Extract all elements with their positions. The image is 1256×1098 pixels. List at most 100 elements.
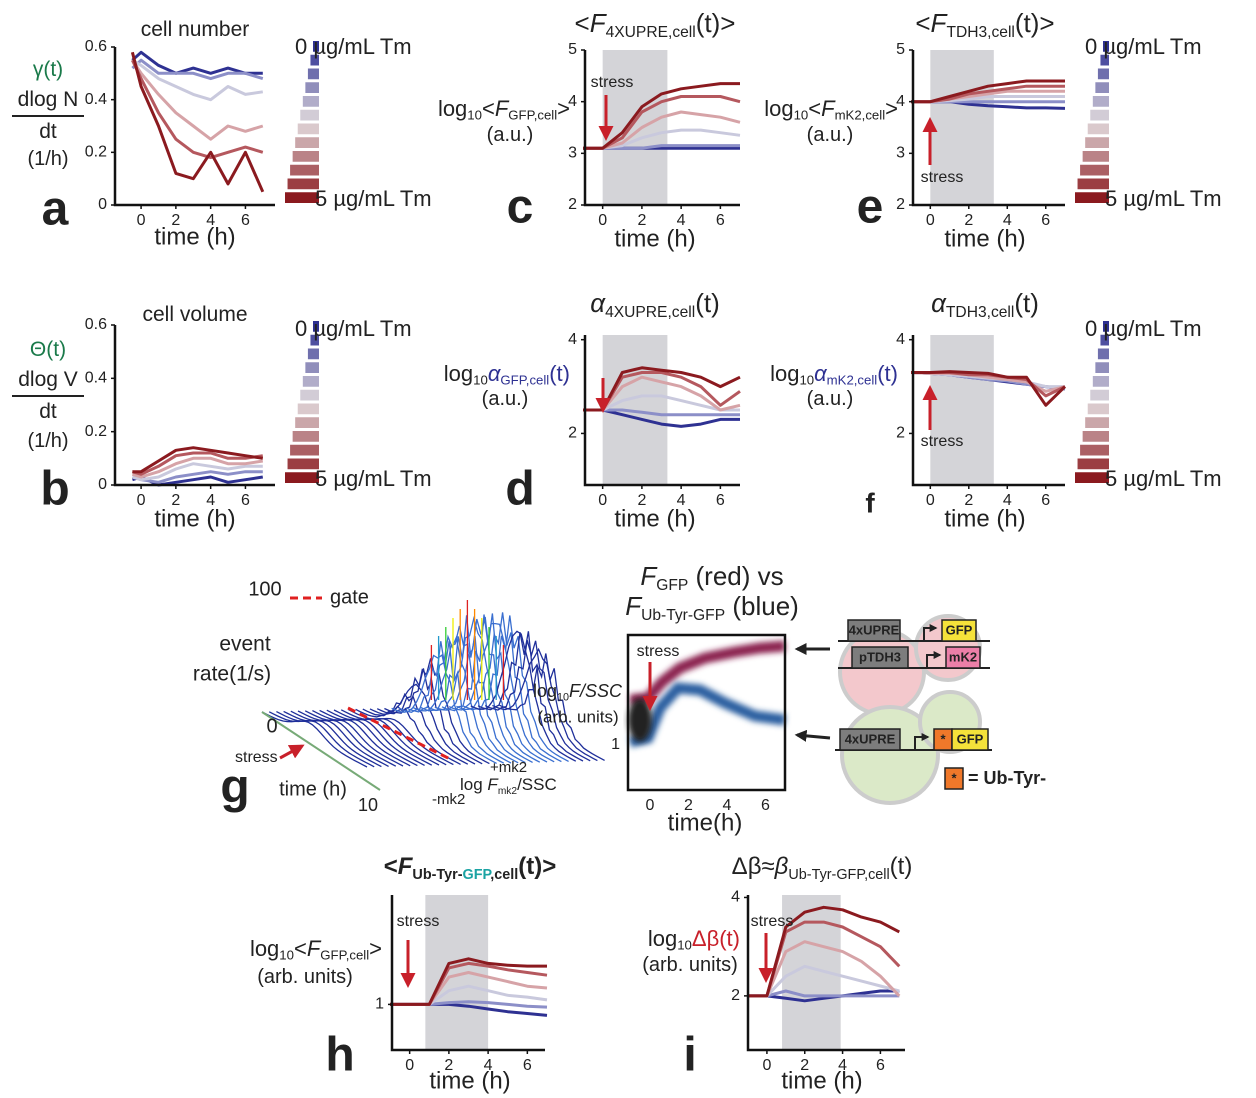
legend-swatch — [302, 96, 319, 107]
y-tick-label: 0 — [98, 476, 107, 493]
y-tick-label: 0.6 — [85, 316, 107, 333]
y-tick-label: 4 — [568, 93, 577, 110]
x-tick-label: 0 — [405, 1057, 414, 1074]
y-tick-label: 3 — [896, 145, 905, 162]
y-axis-label: log10F/SSC — [533, 681, 623, 704]
y-axis-label: (a.u.) — [807, 388, 854, 410]
gene-label: 4xUPRE — [845, 731, 896, 746]
x-axis-label: time (h) — [614, 505, 695, 532]
text-part: 10 — [473, 373, 488, 388]
y-tick-label: 4 — [896, 93, 905, 110]
waterfall-trace — [283, 710, 389, 767]
x-tick-label: 0 — [137, 492, 146, 509]
x-axis-label: time (h) — [279, 778, 347, 800]
x-tick-label: 4 — [1003, 212, 1012, 229]
x-tick-label: 0 — [926, 492, 935, 509]
y-axis-label: (a.u.) — [487, 124, 534, 146]
waterfall-trace — [268, 711, 375, 768]
legend-swatch — [295, 417, 319, 428]
key-label: = Ub-Tyr- — [968, 768, 1046, 788]
y-tick-label: 0.2 — [85, 423, 107, 440]
series-line — [130, 51, 265, 193]
waterfall-trace — [398, 640, 505, 764]
legend-swatch — [1080, 164, 1109, 176]
legend-swatch — [287, 458, 319, 470]
time-axis — [261, 711, 381, 791]
text-part: (a.u.) — [807, 388, 854, 410]
text-part: 4XUPRE,cell — [606, 24, 696, 41]
stress-window — [425, 895, 489, 1050]
panel-label: b — [40, 463, 69, 516]
y-axis-label: dt — [39, 400, 57, 423]
text-part: mk2 — [498, 786, 518, 797]
waterfall-trace — [340, 709, 447, 766]
series-line — [583, 110, 741, 150]
x-tick-label: 0 — [137, 212, 146, 229]
annotation: stress — [921, 433, 964, 450]
legend-label: 5 µg/mL Tm — [315, 466, 432, 491]
text-part: (t)> — [518, 853, 556, 880]
legend-swatch — [302, 376, 319, 387]
text-part: dt — [39, 120, 57, 143]
series-line — [131, 456, 264, 479]
legend-swatch — [1095, 362, 1109, 373]
series-line — [131, 59, 264, 160]
y-axis-label: dlog N — [18, 88, 79, 111]
panel-label: f — [865, 487, 875, 518]
x-axis-label: time (h) — [154, 223, 235, 250]
y-tick-label: 4 — [896, 331, 905, 348]
x-tick-label: 2 — [444, 1057, 453, 1074]
text-part: F — [590, 8, 608, 38]
text-part: cell number — [141, 18, 250, 41]
y-tick-label: 0 — [266, 715, 277, 737]
y-tick-label: 0.6 — [85, 38, 107, 55]
y-tick-label: 0 — [98, 196, 107, 213]
x-axis-label: time (h) — [614, 225, 695, 252]
x-tick-label: 10 — [358, 795, 378, 815]
y-axis-label: (1/h) — [27, 148, 68, 170]
y-axis-label: rate(1/s) — [193, 663, 271, 686]
axes — [113, 325, 275, 487]
cell-body — [838, 628, 926, 716]
waterfall-trace — [297, 710, 404, 767]
legend-swatch — [1075, 192, 1109, 203]
gene-label: pTDH3 — [859, 649, 901, 664]
text-part: dlog V — [18, 368, 78, 391]
y-axis-label: log10<FmK2,cell> — [764, 96, 898, 123]
y-axis-label: (a.u.) — [807, 124, 854, 146]
legend-swatch — [287, 178, 319, 190]
text-part: (arb. units) — [257, 966, 353, 988]
z-axis-label: log Fmk2/SSC — [460, 775, 557, 796]
chart-title: <FTDH3,cell(t)> — [915, 8, 1054, 41]
x-tick-label: 6 — [876, 1057, 885, 1074]
legend-swatch — [1103, 41, 1109, 52]
series-line — [131, 50, 263, 75]
y-axis-label: event — [219, 633, 271, 656]
text-part: < — [294, 936, 307, 961]
axes — [583, 335, 740, 487]
legend-swatch — [310, 54, 319, 66]
text-part: (t)> — [1015, 8, 1055, 38]
axes — [390, 895, 545, 1052]
y-axis-label: Θ(t) — [30, 338, 66, 361]
x-tick-label: 6 — [716, 212, 725, 229]
gene-label: mK2 — [949, 649, 977, 664]
text-part: F — [487, 775, 499, 794]
annotation: stress — [397, 913, 440, 930]
legend-swatch — [313, 41, 319, 52]
legend-swatch — [307, 68, 319, 80]
axis-note: -mk2 — [432, 791, 465, 808]
waterfall-trace — [276, 711, 382, 768]
text-part: α — [488, 361, 502, 386]
chart-title: cell volume — [142, 303, 247, 326]
panel-label: h — [325, 1029, 354, 1082]
text-part: 10 — [677, 938, 692, 953]
gene-part — [839, 728, 901, 751]
panel-label: g — [220, 761, 249, 814]
series-line — [748, 964, 900, 998]
text-part: TDH3,cell — [946, 24, 1014, 41]
annotation: stress — [921, 169, 964, 186]
x-tick-label: 2 — [171, 212, 180, 229]
series-line — [748, 989, 900, 1003]
panel-label: i — [683, 1029, 696, 1082]
